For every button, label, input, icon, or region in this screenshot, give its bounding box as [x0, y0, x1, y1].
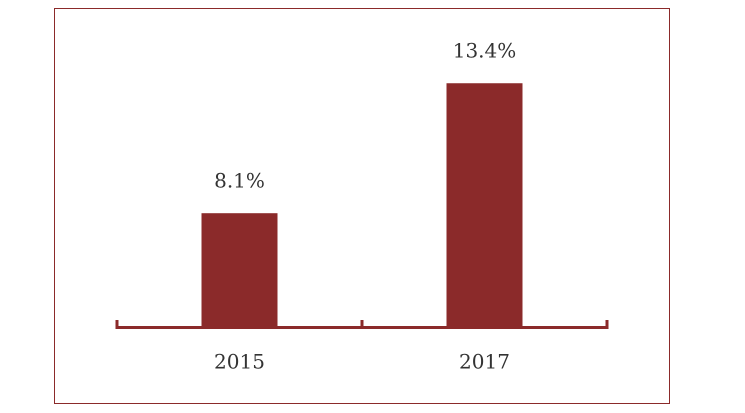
value-label: 13.4% [453, 39, 517, 63]
bar [201, 213, 278, 326]
x-tick-label: 2017 [459, 350, 510, 374]
chart-frame [54, 8, 670, 404]
x-tick-label: 2015 [214, 350, 265, 374]
bar [446, 83, 523, 327]
value-label: 8.1% [214, 169, 265, 193]
